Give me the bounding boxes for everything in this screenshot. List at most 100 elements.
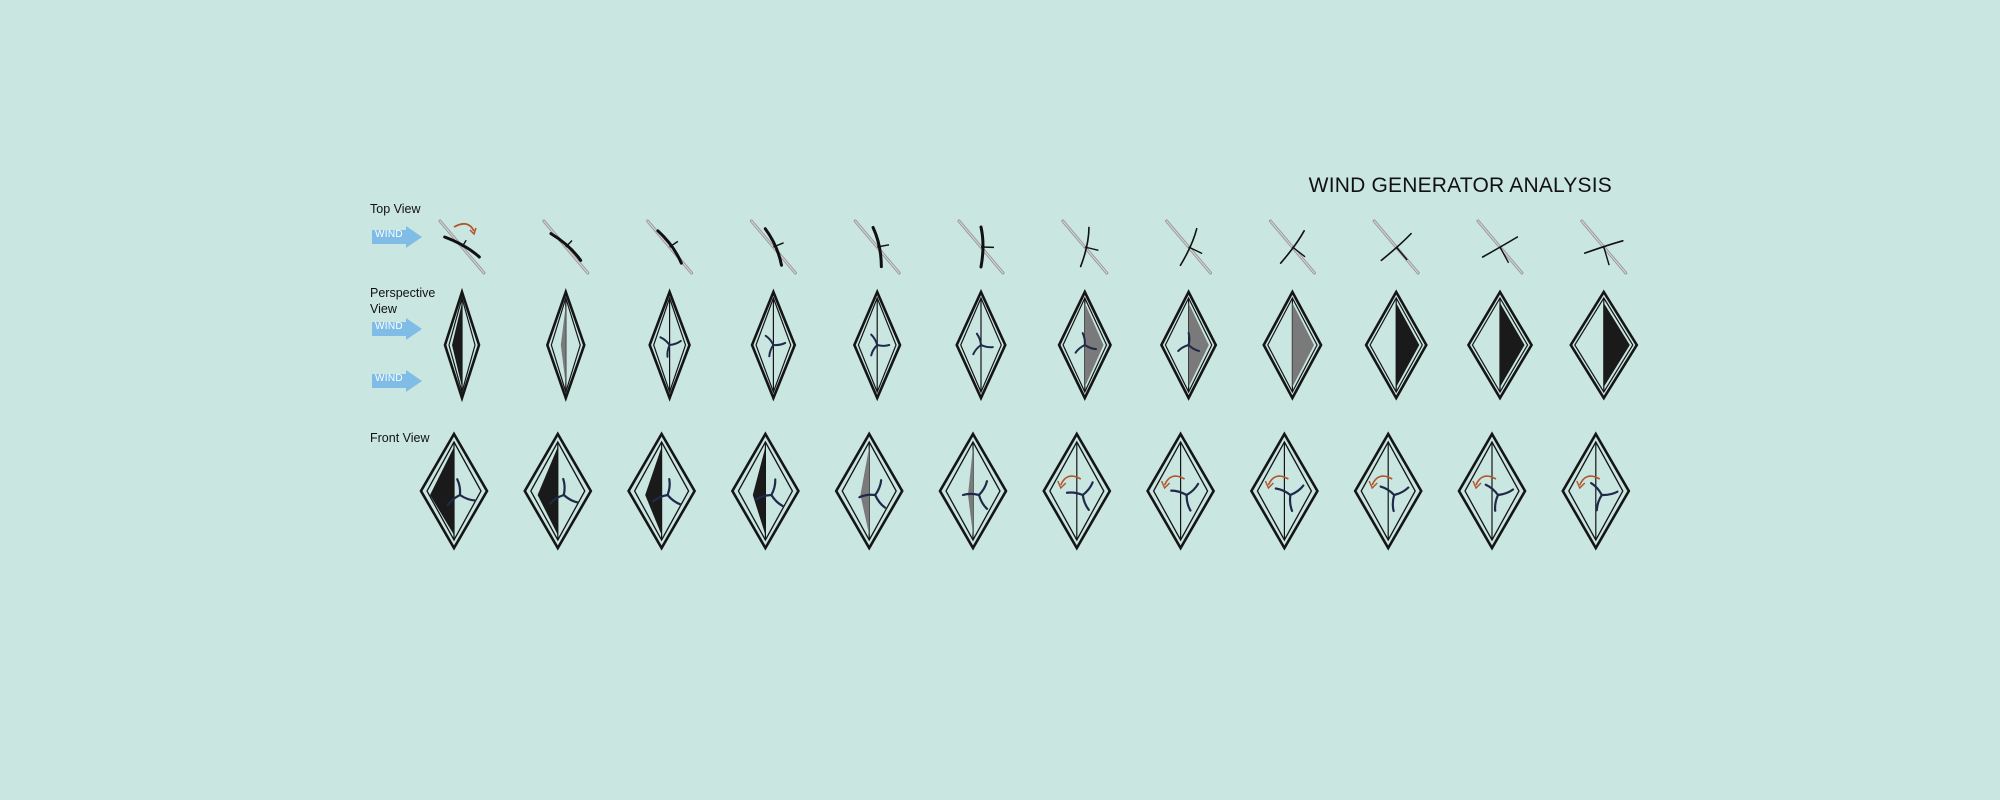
front-view-frame bbox=[1353, 431, 1423, 551]
top-view-frame bbox=[1165, 219, 1213, 275]
sail bbox=[752, 447, 766, 535]
blade bbox=[1177, 344, 1190, 352]
sail-top bbox=[443, 235, 481, 259]
blade bbox=[1081, 332, 1086, 346]
blade bbox=[858, 493, 877, 499]
perspective-view-frame bbox=[443, 287, 481, 403]
front-view-frame bbox=[419, 431, 489, 551]
blade bbox=[870, 344, 879, 357]
blade bbox=[549, 493, 565, 505]
sail bbox=[1396, 303, 1420, 387]
blade bbox=[772, 341, 787, 347]
blade bbox=[666, 344, 671, 358]
inner-frame bbox=[737, 440, 794, 542]
inner-frame bbox=[1369, 296, 1423, 394]
blade bbox=[1595, 493, 1603, 512]
inner-frame bbox=[1471, 296, 1529, 394]
sail bbox=[1500, 303, 1525, 387]
outer-frame bbox=[419, 431, 489, 551]
rotation-arrowhead-icon bbox=[469, 227, 477, 236]
front-view-frame bbox=[834, 431, 904, 551]
blade bbox=[975, 332, 982, 346]
outer-frame bbox=[1364, 289, 1428, 401]
front-view-frame bbox=[627, 431, 697, 551]
blade bbox=[764, 334, 775, 346]
perspective-view-frame bbox=[648, 288, 691, 402]
rotation-arrowhead-icon bbox=[1264, 480, 1274, 490]
blade-top bbox=[1499, 246, 1510, 264]
blade bbox=[870, 333, 879, 346]
inner-frame bbox=[426, 440, 482, 542]
sail bbox=[1292, 303, 1315, 387]
front-view-frame bbox=[730, 431, 800, 551]
perspective-view-label: Perspective View bbox=[370, 286, 436, 316]
sail-top bbox=[1481, 236, 1519, 258]
blade bbox=[961, 492, 981, 497]
sail-top bbox=[1583, 240, 1624, 254]
blade bbox=[977, 480, 989, 497]
blade bbox=[768, 344, 775, 358]
blade bbox=[980, 344, 994, 349]
rotation-arrowhead-icon bbox=[1368, 480, 1378, 490]
blade bbox=[458, 493, 477, 502]
inner-frame bbox=[530, 440, 586, 542]
perspective-view-frame bbox=[545, 288, 586, 402]
inner-frame bbox=[1164, 296, 1213, 394]
top-view-frame bbox=[853, 219, 901, 275]
outer-frame bbox=[852, 288, 902, 402]
wind-arrow-label: WIND bbox=[375, 373, 403, 384]
page-title: WIND GENERATOR ANALYSIS bbox=[1308, 174, 1612, 197]
blade bbox=[446, 493, 462, 507]
rotation-arrow-icon bbox=[1475, 475, 1497, 486]
blade bbox=[1083, 344, 1098, 351]
wind-arrow-label: WIND bbox=[375, 321, 403, 332]
outer-frame bbox=[545, 288, 586, 402]
top-view-frame bbox=[957, 219, 1005, 275]
rotation-arrowhead-icon bbox=[1057, 480, 1067, 490]
blade-top bbox=[461, 239, 467, 248]
blade bbox=[1081, 493, 1090, 511]
blade bbox=[1170, 489, 1188, 497]
outer-frame bbox=[443, 287, 481, 403]
sail bbox=[452, 303, 462, 387]
wind-arrow-icon: WIND bbox=[372, 318, 422, 340]
inner-frame bbox=[1049, 440, 1105, 542]
top-view-frame bbox=[646, 219, 694, 275]
perspective-view-frame bbox=[1262, 289, 1323, 401]
blade-top bbox=[1188, 246, 1203, 255]
sail-top bbox=[1079, 226, 1090, 268]
blade bbox=[1288, 493, 1294, 513]
rotation-arrow-icon bbox=[1060, 475, 1082, 486]
blade bbox=[1391, 493, 1396, 513]
inner-frame bbox=[1574, 296, 1634, 394]
top-view-frame bbox=[1061, 219, 1109, 275]
top-view-frame bbox=[1476, 219, 1524, 275]
blade bbox=[456, 478, 462, 497]
blade bbox=[1589, 482, 1603, 497]
blade bbox=[562, 477, 566, 497]
blade bbox=[977, 493, 989, 510]
sail-top bbox=[1279, 230, 1305, 264]
blade bbox=[1393, 486, 1410, 497]
outer-frame bbox=[834, 431, 904, 551]
outer-frame bbox=[730, 431, 800, 551]
top-view-frame bbox=[1372, 219, 1420, 275]
inner-frame bbox=[550, 295, 581, 395]
sail-top bbox=[1179, 227, 1198, 267]
front-view-label: Front View bbox=[370, 431, 430, 445]
inner-frame bbox=[960, 296, 1002, 394]
blade bbox=[972, 344, 982, 356]
inner-frame bbox=[448, 295, 476, 395]
inner-frame bbox=[1256, 440, 1313, 542]
blade bbox=[651, 493, 669, 503]
blade bbox=[1185, 493, 1192, 512]
wind-arrow-icon: WIND bbox=[372, 226, 422, 248]
perspective-view-frame bbox=[750, 288, 797, 402]
blade bbox=[1065, 491, 1084, 497]
blade bbox=[1484, 483, 1500, 497]
inner-frame bbox=[1062, 296, 1108, 394]
perspective-view-frame bbox=[955, 288, 1007, 402]
outer-frame bbox=[1569, 289, 1639, 401]
sail bbox=[1603, 303, 1630, 387]
inner-frame bbox=[857, 296, 897, 394]
